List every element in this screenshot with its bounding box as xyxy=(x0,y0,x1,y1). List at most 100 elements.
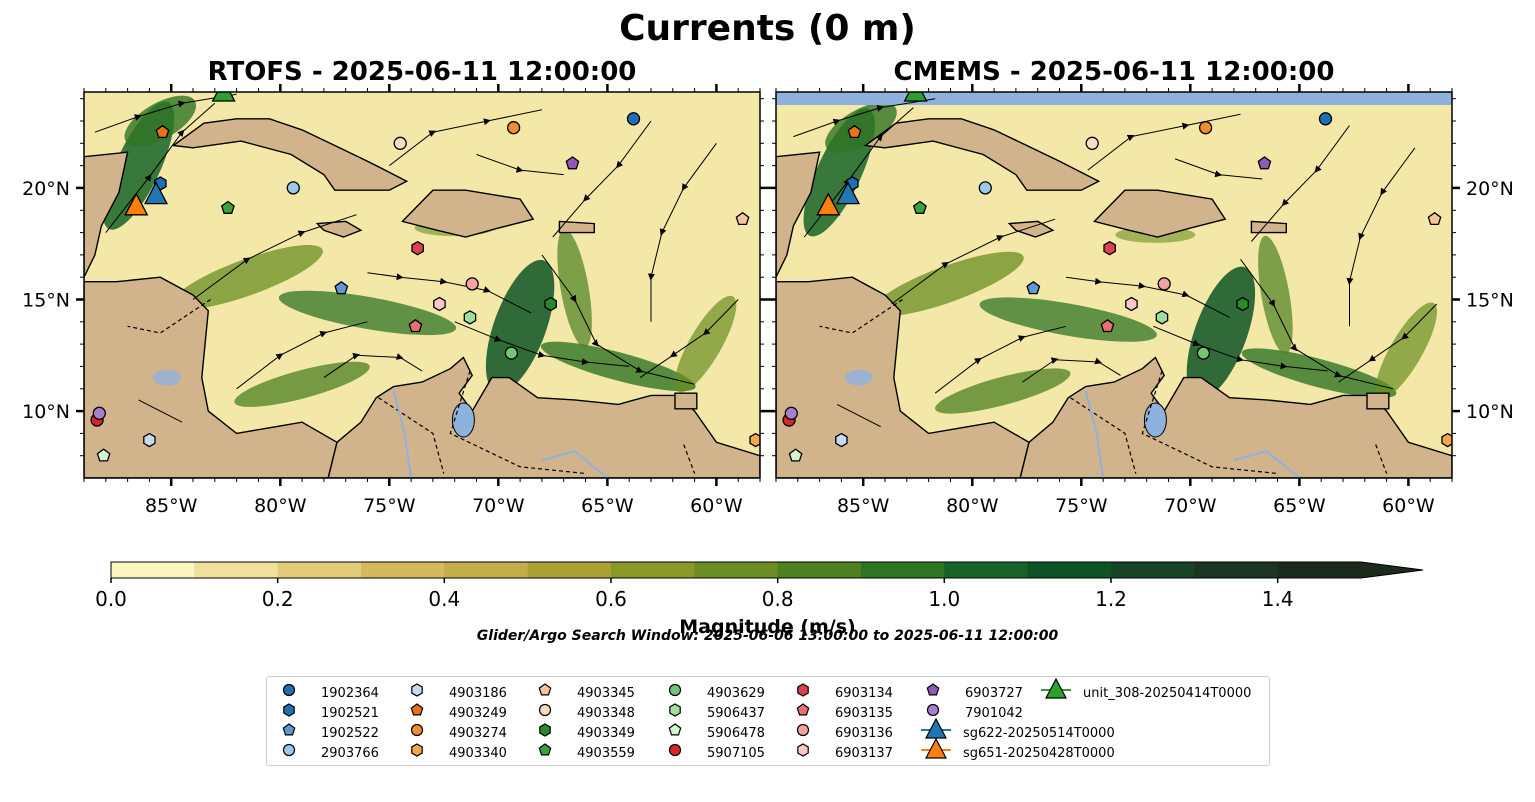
current-band xyxy=(935,368,1071,414)
colorbar-segment xyxy=(361,562,445,578)
streamline xyxy=(552,120,652,238)
lat-tick-label: 10°N xyxy=(1466,401,1514,423)
platform-4903340[interactable] xyxy=(749,432,761,448)
legend-marker-icon xyxy=(539,723,551,737)
legend-marker-icon xyxy=(668,683,682,697)
glider-sg622-20250514T0000[interactable] xyxy=(835,181,861,205)
platform-6903135[interactable] xyxy=(408,318,423,333)
platform-1902522[interactable] xyxy=(1026,280,1041,295)
platform-2903766[interactable] xyxy=(978,181,992,195)
lon-tick-label: 80°W xyxy=(254,495,307,517)
platform-5906437[interactable] xyxy=(463,310,477,325)
platform-4903348[interactable] xyxy=(1085,136,1099,150)
platform-5906478[interactable] xyxy=(96,448,111,462)
colorbar-segment xyxy=(944,562,1029,578)
legend-marker-icon xyxy=(410,723,424,737)
colorbar-segment xyxy=(527,562,612,578)
legend-label: 4903348 xyxy=(577,706,635,721)
platform-6903727[interactable] xyxy=(1257,156,1272,170)
glider-sg622-20250514T0000[interactable] xyxy=(143,181,169,205)
platform-4903340[interactable] xyxy=(1441,432,1453,448)
platform-2903766[interactable] xyxy=(286,181,300,195)
platform-4903249[interactable] xyxy=(847,124,862,139)
country-border xyxy=(449,370,586,475)
lon-tick-label: 70°W xyxy=(1164,495,1217,517)
platform-6903136[interactable] xyxy=(465,277,479,291)
platform-4903349[interactable] xyxy=(544,296,557,312)
platform-4903559[interactable] xyxy=(912,200,927,214)
platform-6903134[interactable] xyxy=(1103,240,1116,256)
platform-4903186[interactable] xyxy=(143,432,156,448)
platform-4903348[interactable] xyxy=(393,136,407,150)
legend-label: 6903137 xyxy=(835,746,893,761)
colorbar-tick-label: 0.0 xyxy=(95,587,127,611)
colorbar-tick-label: 0.8 xyxy=(762,587,794,611)
colorbar-tick-label: 0.6 xyxy=(595,587,627,611)
platform-6903137[interactable] xyxy=(433,296,446,312)
streamline xyxy=(934,325,1067,394)
rtofs-map: 85°W 80°W 75°W 70°W 65°W 60°W 20°N 15°N 10°N xyxy=(22,80,768,517)
platform-4903274[interactable] xyxy=(1198,121,1213,135)
country-border xyxy=(378,397,445,474)
land-yucatan xyxy=(84,151,129,278)
lake-nicaragua xyxy=(844,369,873,386)
legend-label: sg651-20250428T0000 xyxy=(963,746,1115,761)
platform-1902522[interactable] xyxy=(334,280,349,295)
streamline xyxy=(647,143,717,322)
streamline xyxy=(367,272,532,314)
lake-maracaibo xyxy=(1143,402,1167,438)
glider-unit_308-20250414T0000[interactable] xyxy=(903,80,928,102)
platform-4903249[interactable] xyxy=(155,124,170,139)
legend-label: 4903249 xyxy=(449,706,507,721)
platform-7901042[interactable] xyxy=(784,406,798,420)
legend-marker-icon xyxy=(797,743,809,757)
streamline xyxy=(541,254,695,385)
platform-4903274[interactable] xyxy=(506,121,521,135)
colorbar-segment xyxy=(1194,562,1279,578)
glider-sg651-20250428T0000[interactable] xyxy=(816,192,841,216)
platform-4903629[interactable] xyxy=(1196,346,1211,360)
platform-7901042[interactable] xyxy=(92,406,106,420)
legend-marker-icon xyxy=(926,703,940,717)
lon-tick-label: 65°W xyxy=(1273,495,1326,517)
land-jamaica xyxy=(315,220,363,238)
platform-1902364[interactable] xyxy=(1318,112,1333,126)
platform-4903345[interactable] xyxy=(735,211,750,226)
legend-label: 4903629 xyxy=(707,686,765,701)
platform-6903136[interactable] xyxy=(1157,277,1171,291)
platform-4903629[interactable] xyxy=(504,346,519,360)
colorbar-outline xyxy=(110,561,1424,579)
platform-5906478[interactable] xyxy=(788,448,803,462)
colorbar-segment xyxy=(611,562,695,578)
platform-4903349[interactable] xyxy=(1236,296,1249,312)
colorbar-segment xyxy=(861,562,945,578)
platform-1902364[interactable] xyxy=(626,112,641,126)
lon-tick-label: 70°W xyxy=(472,495,525,517)
colorbar-tick-label: 1.0 xyxy=(928,587,960,611)
glider-sg651-20250428T0000[interactable] xyxy=(124,192,149,216)
legend-label: 1902521 xyxy=(321,706,379,721)
platform-4903186[interactable] xyxy=(835,432,848,448)
platform-4903345[interactable] xyxy=(1427,211,1442,226)
platform-4903559[interactable] xyxy=(220,200,235,214)
platform-6903135[interactable] xyxy=(1100,318,1115,333)
glider-unit_308-20250414T0000[interactable] xyxy=(211,80,236,102)
search-window-note: Glider/Argo Search Window: 2025-06-06 13… xyxy=(476,628,1059,644)
map-frame xyxy=(775,91,1453,479)
river xyxy=(1084,390,1105,478)
legend-marker-icon xyxy=(282,723,296,736)
land-trinidad xyxy=(1366,392,1390,410)
land-yucatan xyxy=(776,151,821,278)
platform-6903727[interactable] xyxy=(565,156,580,170)
land-trinidad xyxy=(674,392,698,410)
platform-6903134[interactable] xyxy=(411,240,424,256)
platform-6903137[interactable] xyxy=(1125,296,1138,312)
streamline xyxy=(1065,276,1230,318)
legend-label: 1902364 xyxy=(321,686,379,701)
lon-tick-label: 85°W xyxy=(145,495,198,517)
streamline xyxy=(1087,113,1241,171)
colorbar-segment xyxy=(777,562,862,578)
platform-5906437[interactable] xyxy=(1155,310,1169,325)
colorbar: 0.0 0.2 0.4 0.6 0.8 1.0 1.2 1.4 xyxy=(95,561,1424,611)
legend-label: 4903559 xyxy=(577,746,635,761)
